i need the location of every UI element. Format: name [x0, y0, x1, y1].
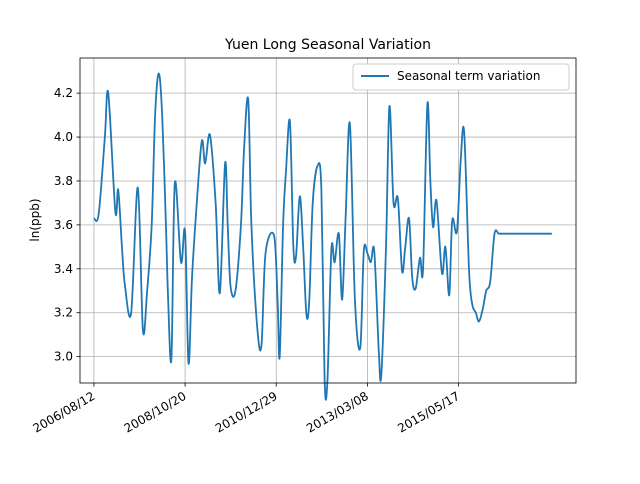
y-tick-label: 3.8: [54, 174, 73, 188]
y-tick-label: 3.2: [54, 306, 73, 320]
y-tick-label: 4.2: [54, 86, 73, 100]
y-tick-label: 4.0: [54, 130, 73, 144]
chart-title: Yuen Long Seasonal Variation: [224, 37, 431, 53]
legend-box: [352, 63, 570, 91]
series-line-0: [93, 72, 552, 401]
y-tick-label: 3.6: [54, 218, 73, 232]
series-layer: [93, 72, 552, 401]
legend-label: Seasonal term variation: [397, 69, 540, 83]
y-tick-label: 3.4: [54, 262, 73, 276]
y-tick-label: 3.0: [54, 350, 73, 364]
axes-frame: [79, 57, 577, 384]
y-axis-label: ln(ppb): [28, 198, 42, 241]
legend: Seasonal term variation: [352, 63, 570, 91]
